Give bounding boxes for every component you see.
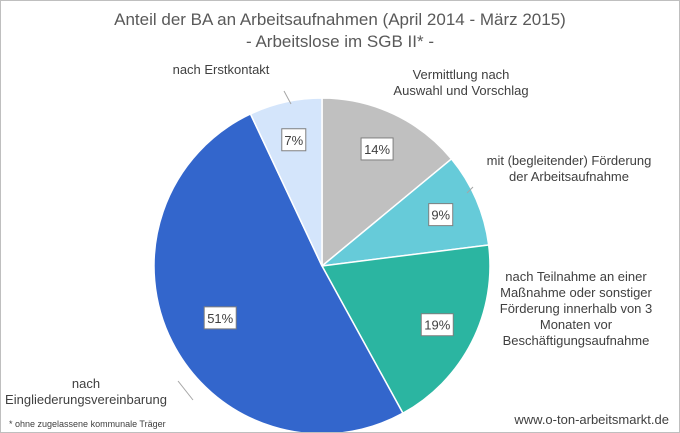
source-url: www.o-ton-arbeitsmarkt.de (514, 412, 669, 427)
value-label: 19% (424, 318, 450, 333)
value-label-box (360, 137, 394, 161)
category-label: nach Teilnahme an einer Maßnahme oder son… (500, 269, 653, 349)
category-label-line: mit (begleitender) Förderung (486, 153, 652, 168)
category-label: Vermittlung nach Auswahl und Vorschlag (393, 67, 528, 99)
value-label-box (428, 203, 454, 227)
leader-line (466, 186, 474, 194)
category-label-line: nach (71, 376, 101, 391)
chart-subtitle: - Arbeitslose im SGB II* - (246, 32, 434, 51)
category-label: nach Erstkontakt (173, 62, 270, 78)
category-label-line: Vermittlung nach (412, 67, 510, 82)
value-label-box (281, 128, 307, 152)
category-label-line: Maßnahme oder sonstiger (500, 285, 652, 300)
value-label-box (203, 306, 237, 330)
value-label: 9% (431, 208, 450, 223)
value-label: 7% (284, 133, 303, 148)
pie-slice (319, 157, 490, 268)
category-label: nach Eingliederungsvereinbarung (5, 376, 167, 408)
value-label: 51% (207, 311, 233, 326)
category-label-line: der Arbeitsaufnahme (509, 169, 629, 184)
leader-line (177, 380, 194, 401)
category-label-line: Auswahl und Vorschlag (393, 83, 529, 98)
category-label-line: Beschäftigungsaufnahme (502, 333, 650, 348)
category-label-line: nach Teilnahme an einer (505, 269, 647, 284)
category-label-line: Monaten vor (539, 317, 613, 332)
pie-slice (321, 97, 453, 268)
chart-title: Anteil der BA an Arbeitsaufnahmen (April… (114, 10, 566, 29)
pie-slice (320, 244, 491, 415)
category-label-line: nach Erstkontakt (172, 62, 270, 77)
footnote: * ohne zugelassene kommunale Träger (9, 419, 166, 429)
pie-slice (153, 112, 404, 432)
value-label: 14% (364, 142, 390, 157)
leader-line (283, 90, 292, 105)
category-label-line: Förderung innerhalb von 3 (499, 301, 653, 316)
category-label-line: Eingliederungsvereinbarung (5, 392, 167, 407)
category-label: mit (begleitender) Förderung der Arbeitsa… (487, 153, 652, 185)
value-label-box (420, 313, 454, 337)
